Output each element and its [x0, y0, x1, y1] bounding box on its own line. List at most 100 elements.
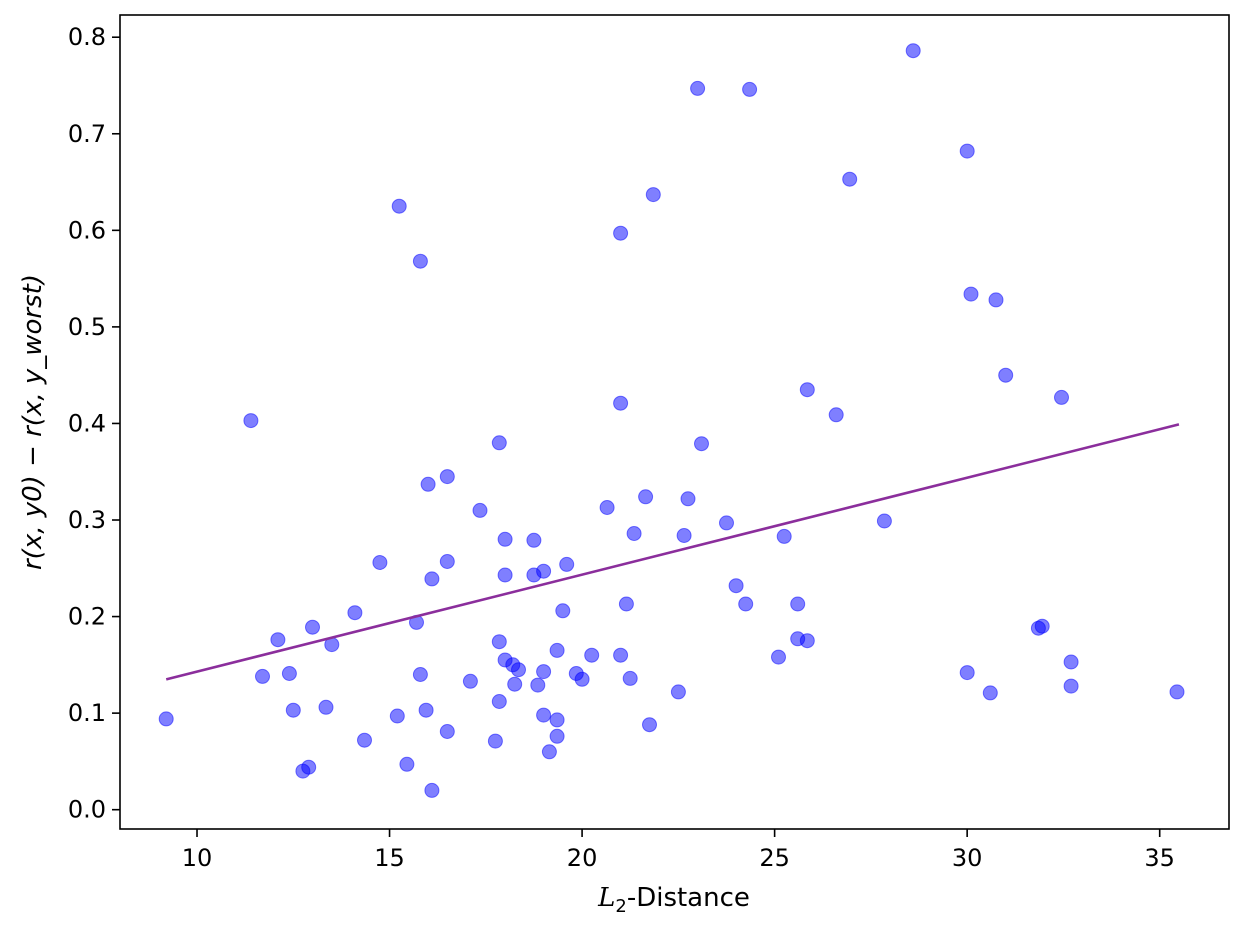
data-point-75 — [776, 528, 792, 544]
data-point-61 — [626, 526, 642, 541]
data-point-86 — [963, 286, 979, 302]
data-point-58 — [613, 647, 629, 663]
data-point-69 — [694, 436, 709, 452]
y-tick-label-0.3: 0.3 — [68, 506, 106, 534]
x-tick-label-10: 10 — [182, 844, 213, 872]
data-point-5 — [281, 666, 297, 681]
data-point-50 — [555, 603, 571, 619]
y-tick-label-0.0: 0.0 — [68, 796, 106, 824]
data-point-34 — [497, 531, 513, 547]
data-point-26 — [439, 554, 455, 569]
data-point-24 — [424, 782, 440, 798]
data-point-57 — [613, 395, 629, 411]
data-point-71 — [728, 578, 744, 594]
data-point-31 — [491, 435, 507, 451]
data-point-30 — [487, 733, 503, 749]
data-point-89 — [998, 367, 1014, 383]
x-axis-label-suffix: -Distance — [627, 883, 750, 913]
data-point-81 — [842, 171, 858, 187]
data-point-45 — [536, 707, 552, 723]
data-point-67 — [680, 491, 696, 507]
y-axis-label: r(x, y0) − r(x, y_worst) — [18, 274, 48, 570]
data-point-88 — [988, 292, 1004, 308]
data-point-63 — [642, 717, 657, 733]
x-tick-label-15: 15 — [374, 844, 405, 872]
y-axis-ticks: 0.0 0.1 0.2 0.3 0.4 0.5 0.6 0.7 0.8 — [68, 23, 120, 824]
data-point-43 — [536, 563, 552, 579]
data-point-95 — [1169, 684, 1185, 700]
data-point-1 — [158, 711, 174, 727]
data-point-59 — [618, 596, 634, 612]
data-point-73 — [742, 81, 758, 97]
x-axis-label-prefix: L — [597, 883, 615, 913]
y-tick-label-0.1: 0.1 — [68, 699, 106, 727]
data-point-33 — [491, 694, 507, 709]
data-point-78 — [799, 382, 815, 398]
data-point-35 — [497, 567, 513, 583]
y-tick-label-0.7: 0.7 — [68, 120, 106, 148]
data-point-84 — [959, 143, 975, 159]
data-point-3 — [255, 668, 270, 684]
data-point-10 — [318, 699, 334, 715]
data-point-27 — [439, 724, 455, 739]
data-point-72 — [738, 596, 754, 612]
data-point-6 — [285, 702, 301, 718]
data-point-28 — [462, 673, 478, 689]
data-point-68 — [690, 80, 706, 96]
x-tick-label-20: 20 — [567, 844, 598, 872]
data-point-46 — [541, 744, 557, 760]
data-point-51 — [559, 556, 575, 572]
data-point-15 — [389, 708, 405, 724]
data-point-12 — [347, 605, 363, 621]
data-point-29 — [472, 502, 488, 518]
data-point-2 — [243, 413, 259, 429]
trend-line — [165, 423, 1180, 681]
data-point-4 — [270, 632, 286, 648]
data-point-8 — [301, 759, 317, 775]
plot-frame — [119, 14, 1230, 830]
x-axis-label: L2-Distance — [597, 883, 750, 917]
data-point-38 — [507, 676, 523, 692]
data-point-91 — [1034, 618, 1050, 634]
data-point-66 — [676, 528, 692, 543]
data-point-70 — [719, 515, 734, 531]
data-point-83 — [905, 43, 921, 59]
data-point-14 — [372, 555, 388, 570]
data-point-64 — [645, 187, 661, 203]
x-axis-label-subscript: 2 — [615, 896, 626, 917]
data-point-65 — [670, 684, 686, 700]
data-point-87 — [982, 685, 998, 701]
data-point-21 — [418, 702, 434, 718]
data-point-17 — [399, 756, 415, 772]
y-tick-label-0.6: 0.6 — [68, 216, 106, 244]
y-tick-label-0.5: 0.5 — [68, 313, 106, 341]
data-point-47 — [549, 642, 565, 658]
data-point-19 — [412, 253, 428, 269]
data-point-92 — [1054, 389, 1069, 405]
data-point-23 — [424, 571, 440, 587]
x-tick-label-30: 30 — [952, 844, 983, 872]
data-point-39 — [511, 662, 526, 678]
data-point-22 — [420, 476, 436, 492]
data-point-48 — [549, 712, 565, 728]
data-point-94 — [1063, 678, 1079, 694]
y-tick-label-0.8: 0.8 — [68, 23, 106, 51]
data-point-85 — [959, 665, 975, 681]
x-axis-ticks: 10 15 20 25 30 35 — [182, 829, 1175, 872]
data-point-44 — [536, 664, 552, 680]
data-point-62 — [638, 489, 654, 505]
x-tick-label-25: 25 — [759, 844, 790, 872]
data-point-32 — [491, 634, 507, 650]
data-point-55 — [599, 500, 615, 515]
data-point-76 — [790, 596, 806, 612]
data-point-54 — [584, 647, 600, 663]
data-point-79 — [799, 633, 815, 649]
data-point-60 — [622, 670, 638, 686]
data-point-20 — [412, 667, 428, 682]
data-point-42 — [530, 677, 546, 693]
data-point-49 — [549, 728, 565, 744]
data-point-56 — [613, 225, 629, 241]
data-points — [158, 43, 1185, 798]
data-point-16 — [391, 198, 407, 214]
